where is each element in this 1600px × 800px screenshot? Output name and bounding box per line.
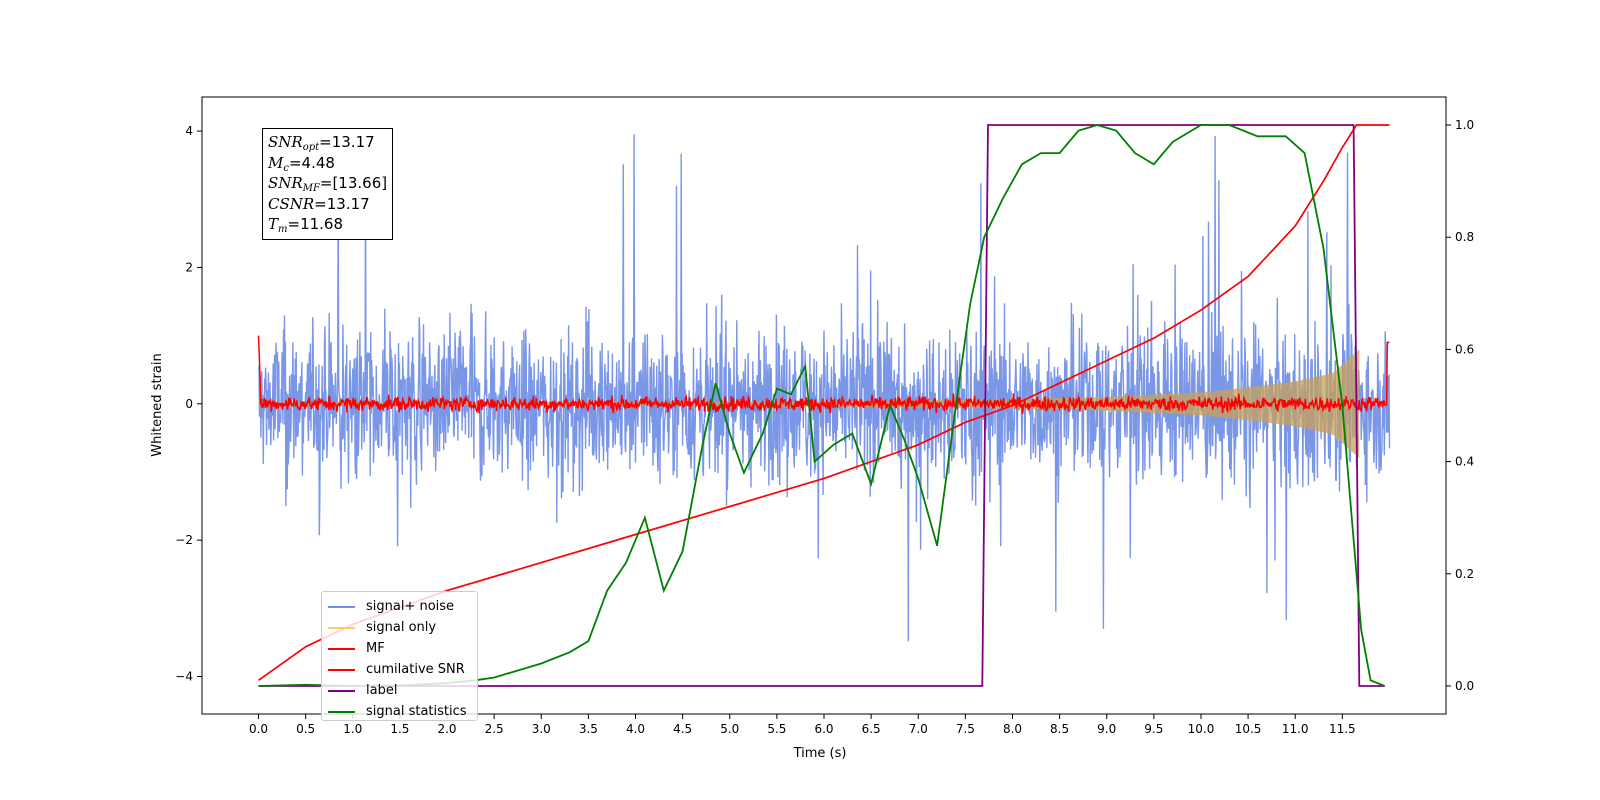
annotation-csnr: CSNR=13.17 [268,194,370,213]
y2-tick-label: 0.0 [1455,679,1474,693]
legend-item-label: label [328,680,477,701]
x-tick-label: 7.5 [956,722,975,736]
x-tick-label: 5.0 [720,722,739,736]
y-tick-label: 4 [185,124,193,138]
legend-swatch-signal-statistics [328,710,355,713]
x-tick-label: 1.5 [390,722,409,736]
x-tick-label: 6.5 [862,722,881,736]
signal-noise-series [258,134,1391,642]
x-tick-label: 2.5 [485,722,504,736]
y-tick-label: −4 [175,670,193,684]
x-tick-label: 0.0 [249,722,268,736]
x-tick-label: 9.5 [1144,722,1163,736]
legend-item-mf: MF [328,638,477,659]
x-axis-ticks: 0.0 0.5 1.0 1.5 2.0 2.5 3.0 3.5 4.0 4.5 5.0 5.5 6.0 6… [249,714,1356,736]
x-tick-label: 3.0 [532,722,551,736]
x-tick-label: 8.5 [1050,722,1069,736]
x-tick-label: 4.5 [673,722,692,736]
y2-tick-label: 0.4 [1455,455,1474,469]
annotation-tm: Tm=11.68 [268,215,344,235]
label-line [258,124,1385,687]
legend-item-cumulative-snr: cumilative SNR [328,659,477,680]
legend-item-signal-statistics: signal statistics [328,701,477,722]
signal-noise-line [258,134,1391,642]
x-tick-label: 0.5 [296,722,315,736]
annotation-snr-opt: SNRopt=13.17 [268,133,375,153]
y-tick-label: −2 [175,533,193,547]
legend-item-signal-noise: signal+ noise [328,596,477,617]
annotation-mc: Mc=4.48 [268,153,335,174]
x-tick-label: 8.0 [1003,722,1022,736]
legend-swatch-label [328,689,355,692]
right-axis-series [258,124,1390,687]
signal-statistics-line [258,124,1386,687]
x-tick-label: 11.0 [1282,722,1309,736]
cumulative-snr-line [258,124,1390,681]
y-axis-ticks: 4 2 0 −2 −4 [175,124,202,684]
mf-series [257,335,1390,415]
x-tick-label: 6.0 [814,722,833,736]
legend-swatch-mf [328,647,355,650]
y2-axis-ticks: 1.0 0.8 0.6 0.4 0.2 0.0 [1446,118,1474,693]
y-axis-label: Whitened strain [150,353,165,456]
x-tick-label: 7.0 [909,722,928,736]
x-tick-label: 1.0 [343,722,362,736]
x-tick-label: 10.5 [1235,722,1262,736]
x-tick-label: 11.5 [1329,722,1356,736]
legend-swatch-signal-only [328,626,355,629]
x-axis-label: Time (s) [793,746,847,761]
annotation-box: SNRopt=13.17 Mc=4.48 SNRMF=[13.66] CSNR=… [262,128,394,240]
x-tick-label: 2.0 [437,722,456,736]
x-tick-label: 3.5 [579,722,598,736]
y-tick-label: 0 [185,397,193,411]
legend-swatch-cumulative-snr [328,668,355,671]
mf-line [257,335,1390,415]
y2-tick-label: 0.8 [1455,230,1474,244]
annotation-snr-mf: SNRMF=[13.66] [268,174,388,194]
x-tick-label: 10.0 [1188,722,1215,736]
y2-tick-label: 0.6 [1455,342,1474,356]
x-tick-label: 4.0 [626,722,645,736]
x-tick-label: 9.0 [1097,722,1116,736]
legend-swatch-signal-noise [328,605,355,608]
y2-tick-label: 1.0 [1455,118,1474,132]
x-tick-label: 5.5 [767,722,786,736]
y2-tick-label: 0.2 [1455,567,1474,581]
legend: signal+ noise signal only MF cumilative … [321,591,478,721]
legend-item-signal-only: signal only [328,617,477,638]
y-tick-label: 2 [185,260,193,274]
